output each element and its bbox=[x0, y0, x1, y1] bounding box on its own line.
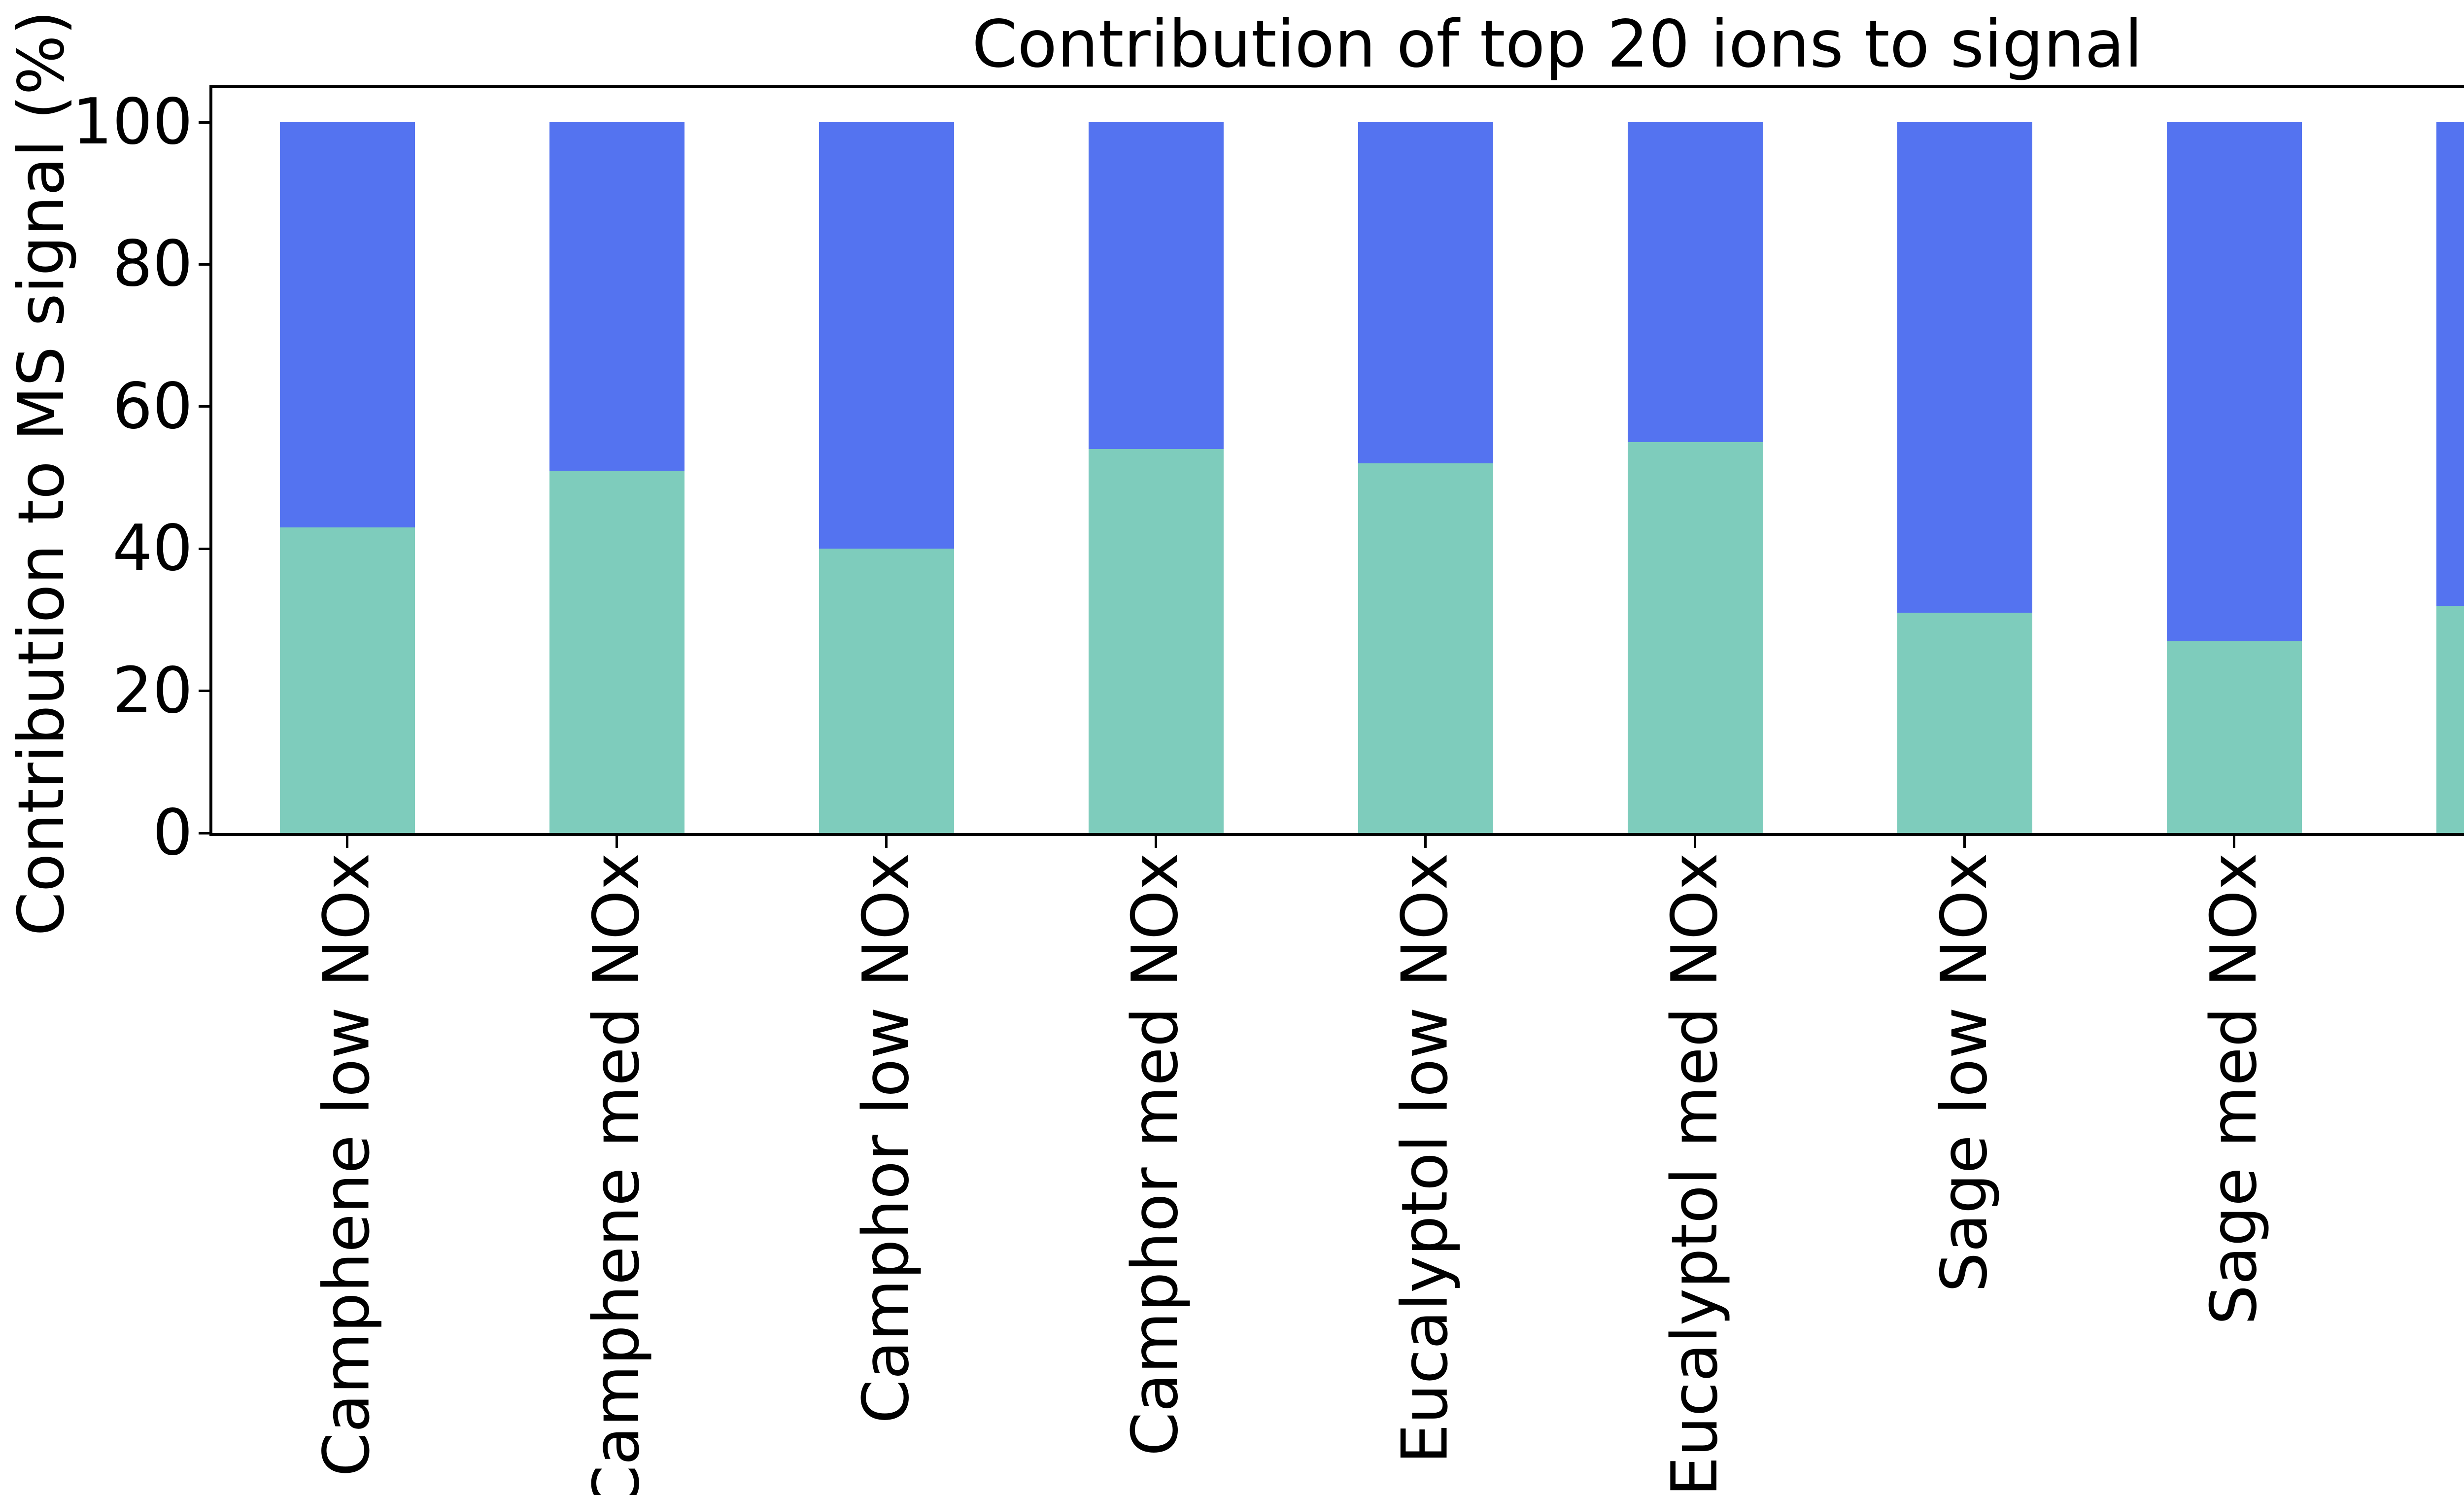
x-tick-mark bbox=[2233, 836, 2235, 848]
y-tick-label: 40 bbox=[112, 512, 193, 586]
bar-segment-remaining-ions bbox=[549, 122, 684, 471]
bar-segment-remaining-ions bbox=[1088, 122, 1224, 450]
y-tick-mark bbox=[199, 832, 209, 834]
y-tick-label: 100 bbox=[72, 85, 193, 159]
bar-segment-remaining-ions bbox=[2166, 122, 2302, 641]
bar-segment-remaining-ions bbox=[2436, 122, 2464, 606]
bar-segment-top20-ions bbox=[819, 549, 954, 833]
bar-segment-top20-ions bbox=[1088, 449, 1224, 833]
y-tick-label: 20 bbox=[112, 654, 193, 728]
x-tick-mark bbox=[346, 836, 348, 848]
y-tick-mark bbox=[199, 405, 209, 408]
bar-segment-top20-ions bbox=[1897, 612, 2032, 833]
x-tick-mark bbox=[885, 836, 888, 848]
x-tick-label: Eucalyptol low NOx bbox=[1388, 853, 1462, 1464]
x-tick-label: Sage low NOx bbox=[1927, 853, 2001, 1292]
y-tick-mark bbox=[199, 547, 209, 550]
bar-segment-top20-ions bbox=[549, 470, 684, 833]
x-tick-mark bbox=[1155, 836, 1157, 848]
y-tick-mark bbox=[199, 690, 209, 693]
bar-segment-remaining-ions bbox=[279, 122, 415, 527]
x-tick-mark bbox=[616, 836, 618, 848]
x-tick-mark bbox=[1694, 836, 1696, 848]
bar-segment-remaining-ions bbox=[1358, 122, 1493, 464]
bar-segment-top20-ions bbox=[1358, 463, 1493, 833]
plot-area bbox=[209, 85, 2464, 836]
chart-title: Contribution of top 20 ions to signal bbox=[972, 6, 2143, 82]
y-tick-label: 0 bbox=[152, 796, 193, 869]
y-tick-mark bbox=[199, 121, 209, 124]
bar-segment-top20-ions bbox=[2166, 641, 2302, 833]
x-tick-mark bbox=[1963, 836, 1966, 848]
y-tick-label: 80 bbox=[112, 227, 193, 301]
bar-segment-remaining-ions bbox=[1627, 122, 1763, 442]
bar-segment-remaining-ions bbox=[1897, 122, 2032, 613]
x-tick-label: Camphor med NOx bbox=[1119, 853, 1193, 1457]
bar-segment-top20-ions bbox=[279, 527, 415, 833]
y-tick-mark bbox=[199, 263, 209, 266]
x-tick-label: Camphene low NOx bbox=[310, 853, 384, 1477]
bar-segment-remaining-ions bbox=[819, 122, 954, 549]
x-tick-label: Camphene med NOx bbox=[580, 853, 653, 1495]
x-tick-label: Eucalyptol med NOx bbox=[1658, 853, 1732, 1495]
bar-segment-top20-ions bbox=[2436, 605, 2464, 833]
x-tick-mark bbox=[1424, 836, 1427, 848]
y-tick-label: 60 bbox=[112, 369, 193, 443]
x-tick-label: Camphor low NOx bbox=[849, 853, 923, 1424]
x-tick-label: Sage med NOx bbox=[2197, 853, 2271, 1325]
bar-segment-top20-ions bbox=[1627, 442, 1763, 833]
